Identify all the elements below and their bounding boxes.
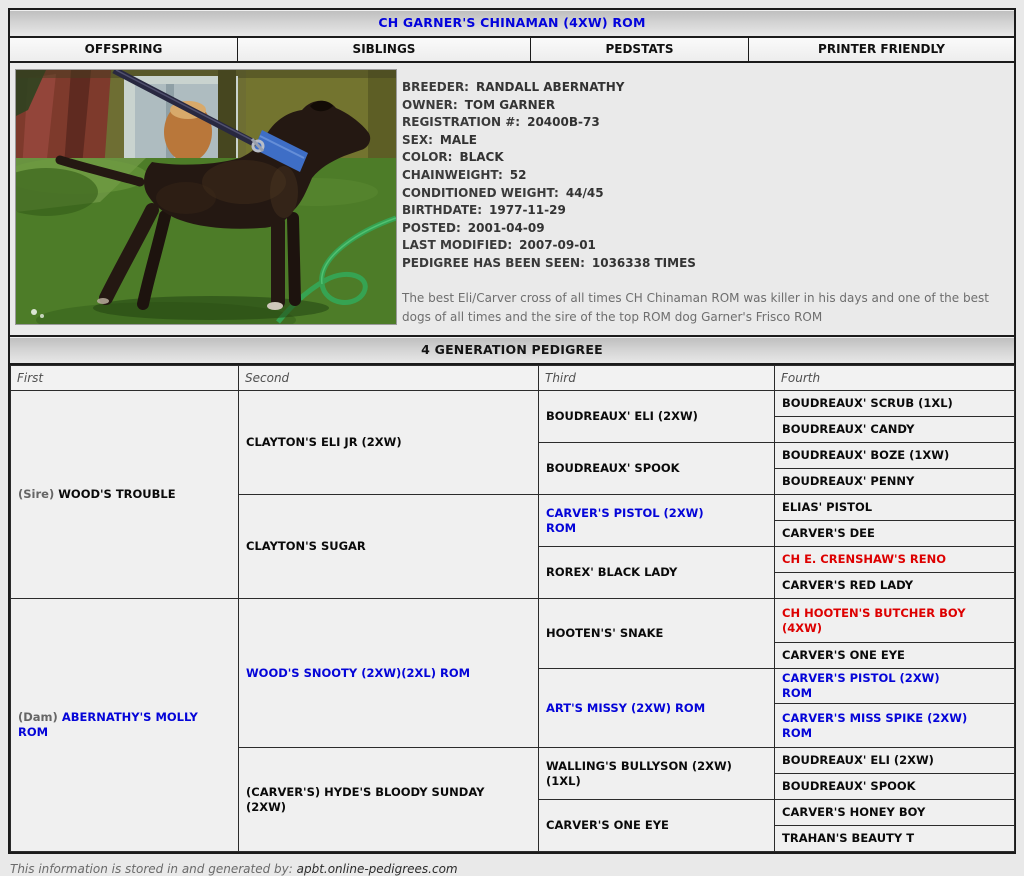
footer-text: This information is stored in and genera… (10, 862, 293, 876)
pedigree-cell: CARVER'S DEE (774, 520, 1015, 547)
dog-photo-illustration (16, 70, 396, 324)
pedigree-cell: BOUDREAUX' PENNY (774, 468, 1015, 495)
pedigree-cell: CARVER'S MISS SPIKE (2XW) ROM (774, 703, 1015, 748)
dog-link[interactable]: CARVER'S ONE EYE (546, 818, 669, 832)
pedigree-cell: CARVER'S RED LADY (774, 572, 1015, 599)
pedigree-table: First Second Third Fourth (Sire) WOOD'S … (10, 365, 1015, 852)
dog-link[interactable]: BOUDREAUX' SPOOK (546, 461, 680, 475)
pedigree-cell: WALLING'S BULLYSON (2XW) (1XL) (538, 747, 775, 800)
footer-site-link[interactable]: apbt.online-pedigrees.com (296, 862, 458, 876)
dog-link[interactable]: (CARVER'S) HYDE'S BLOODY SUNDAY (2XW) (246, 784, 485, 814)
dog-link[interactable]: BOUDREAUX' ELI (2XW) (782, 753, 934, 767)
dog-link[interactable]: WALLING'S BULLYSON (2XW) (1XL) (546, 758, 732, 788)
dog-facts: BREEDER: RANDALL ABERNATHY OWNER: TOM GARN… (402, 79, 696, 273)
pedigree-cell: CH HOOTEN'S BUTCHER BOY (4XW) (774, 598, 1015, 643)
dog-link[interactable]: CLAYTON'S ELI JR (2XW) (246, 435, 402, 449)
dog-link[interactable]: CARVER'S PISTOL (2XW) ROM (782, 671, 940, 700)
pedigree-cell: ART'S MISSY (2XW) ROM (538, 668, 775, 748)
pedigree-cell: TRAHAN'S BEAUTY T (774, 825, 1015, 852)
dog-link[interactable]: BOUDREAUX' SPOOK (782, 779, 916, 793)
dog-link[interactable]: TRAHAN'S BEAUTY T (782, 831, 915, 845)
dog-link[interactable]: BOUDREAUX' SCRUB (1XL) (782, 396, 953, 410)
fact-row: BIRTHDATE: 1977-11-29 (402, 203, 566, 218)
pedigree-cell: CARVER'S PISTOL (2XW) ROM (538, 494, 775, 547)
column-header-third: Third (538, 365, 775, 391)
fact-row: CONDITIONED WEIGHT: 44/45 (402, 185, 604, 200)
dog-link[interactable]: CARVER'S HONEY BOY (782, 805, 926, 819)
fact-row: POSTED: 2001-04-09 (402, 220, 545, 235)
pedigree-cell: ROREX' BLACK LADY (538, 546, 775, 599)
pedigree-cell: HOOTEN'S' SNAKE (538, 598, 775, 669)
pedigree-cell: (CARVER'S) HYDE'S BLOODY SUNDAY (2XW) (238, 747, 539, 852)
tab-pedstats[interactable]: PEDSTATS (530, 38, 748, 61)
dog-link[interactable]: ABERNATHY'S MOLLY ROM (18, 710, 198, 739)
dog-link[interactable]: CH HOOTEN'S BUTCHER BOY (4XW) (782, 605, 966, 635)
pedigree-cell: BOUDREAUX' ELI (2XW) (774, 747, 1015, 774)
column-header-fourth: Fourth (774, 365, 1015, 391)
dog-link[interactable]: ART'S MISSY (2XW) ROM (546, 700, 706, 715)
dog-link[interactable]: ELIAS' PISTOL (782, 500, 873, 514)
pedigree-cell: CLAYTON'S SUGAR (238, 494, 539, 599)
fact-row: COLOR: BLACK (402, 150, 504, 165)
dog-link[interactable]: CARVER'S ONE EYE (782, 648, 905, 662)
dog-link[interactable]: CARVER'S DEE (782, 526, 875, 540)
dog-link[interactable]: ROREX' BLACK LADY (546, 565, 678, 579)
fact-row: PEDIGREE HAS BEEN SEEN: 1036338 TIMES (402, 255, 696, 270)
fact-row: LAST MODIFIED: 2007-09-01 (402, 238, 596, 253)
fact-row: CHAINWEIGHT: 52 (402, 167, 527, 182)
dog-description: The best Eli/Carver cross of all times C… (402, 291, 989, 324)
pedigree-cell: CARVER'S ONE EYE (538, 799, 775, 852)
dog-link[interactable]: WOOD'S TROUBLE (58, 487, 176, 501)
pedigree-cell: CARVER'S ONE EYE (774, 642, 1015, 669)
dog-link[interactable]: CARVER'S RED LADY (782, 578, 914, 592)
pedigree-cell: BOUDREAUX' SPOOK (774, 773, 1015, 800)
tab-siblings[interactable]: SIBLINGS (237, 38, 530, 61)
column-header-second: Second (238, 365, 539, 391)
column-header-first: First (10, 365, 239, 391)
pedigree-cell: BOUDREAUX' BOZE (1XW) (774, 442, 1015, 469)
tab-offspring[interactable]: OFFSPRING (84, 42, 163, 56)
tab-bar: OFFSPRING SIBLINGS PEDSTATS PRINTER FRIE… (10, 38, 1014, 63)
fact-row: BREEDER: RANDALL ABERNATHY (402, 80, 625, 94)
pedigree-cell: WOOD'S SNOOTY (2XW)(2XL) ROM (238, 598, 539, 748)
pedigree-cell: BOUDREAUX' CANDY (774, 416, 1015, 443)
pedigree-cell: BOUDREAUX' SCRUB (1XL) (774, 390, 1015, 417)
dog-photo (15, 69, 397, 325)
fact-row: OWNER: TOM GARNER (402, 97, 556, 112)
sire-prefix: (Sire) (18, 487, 55, 501)
pedigree-page: CH GARNER'S CHINAMAN (4XW) ROM OFFSPRING… (8, 8, 1016, 854)
dam-prefix: (Dam) (18, 710, 58, 724)
pedigree-heading: 4 GENERATION PEDIGREE (10, 337, 1014, 365)
dog-link[interactable]: CARVER'S MISS SPIKE (2XW) ROM (782, 710, 968, 740)
dog-link[interactable]: BOUDREAUX' PENNY (782, 474, 915, 488)
dog-link[interactable]: WOOD'S SNOOTY (2XW)(2XL) ROM (246, 665, 471, 680)
pedigree-cell-dam: (Dam) ABERNATHY'S MOLLY ROM (10, 598, 239, 852)
dog-info-section: BREEDER: RANDALL ABERNATHY OWNER: TOM GARN… (10, 63, 1014, 337)
pedigree-cell: ELIAS' PISTOL (774, 494, 1015, 521)
fact-row: REGISTRATION #: 20400B-73 (402, 115, 600, 130)
dog-link[interactable]: CH E. CRENSHAW'S RENO (782, 552, 946, 566)
dog-link[interactable]: HOOTEN'S' SNAKE (546, 626, 664, 640)
pedigree-cell: CARVER'S PISTOL (2XW) ROM (774, 668, 1015, 704)
page-title: CH GARNER'S CHINAMAN (4XW) ROM (10, 10, 1014, 38)
pedigree-column-headers: First Second Third Fourth (10, 365, 1015, 391)
dog-link[interactable]: BOUDREAUX' CANDY (782, 422, 915, 436)
pedigree-cell: CLAYTON'S ELI JR (2XW) (238, 390, 539, 495)
pedigree-cell: CARVER'S HONEY BOY (774, 799, 1015, 826)
pedigree-cell-sire: (Sire) WOOD'S TROUBLE (10, 390, 239, 599)
footer: This information is stored in and genera… (10, 862, 1024, 876)
dog-link[interactable]: CLAYTON'S SUGAR (246, 539, 366, 553)
pedigree-cell: BOUDREAUX' ELI (2XW) (538, 390, 775, 443)
pedigree-cell: CH E. CRENSHAW'S RENO (774, 546, 1015, 573)
dog-link[interactable]: BOUDREAUX' BOZE (1XW) (782, 448, 950, 462)
pedigree-cell: BOUDREAUX' SPOOK (538, 442, 775, 495)
dog-link[interactable]: CARVER'S PISTOL (2XW) ROM (546, 505, 704, 535)
fact-row: SEX: MALE (402, 132, 477, 147)
dog-link[interactable]: BOUDREAUX' ELI (2XW) (546, 409, 698, 423)
tab-printer-friendly[interactable]: PRINTER FRIENDLY (748, 38, 1014, 61)
